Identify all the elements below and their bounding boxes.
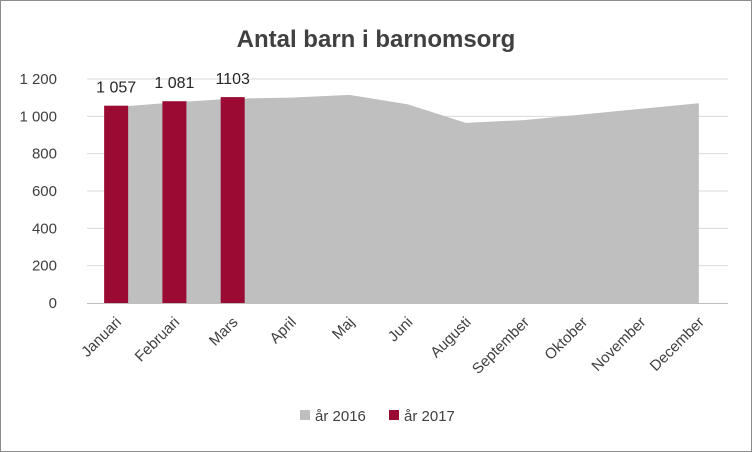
x-tick-label: Februari xyxy=(132,314,184,366)
area-2016 xyxy=(116,94,699,303)
x-tick-label: April xyxy=(267,314,300,347)
legend: år 2016 år 2017 xyxy=(300,408,455,425)
x-tick-label: Oktober xyxy=(541,314,591,364)
legend-label-2016: år 2016 xyxy=(315,408,366,425)
y-tick-label: 200 xyxy=(32,258,57,275)
x-tick-label: Juni xyxy=(385,314,416,345)
y-tick-label: 1 000 xyxy=(19,108,57,125)
y-tick-label: 0 xyxy=(49,295,57,312)
area-series xyxy=(116,94,699,303)
data-labels: 1 057 1 081 1103 xyxy=(96,71,250,97)
x-tick-label: Augusti xyxy=(427,314,474,361)
x-tick-label: September xyxy=(469,314,533,378)
legend-swatch-2016 xyxy=(300,410,310,420)
x-tick-label: Januari xyxy=(78,314,125,361)
x-tick-label: Maj xyxy=(329,314,358,343)
y-tick-label: 1 200 xyxy=(19,71,57,88)
data-label: 1 081 xyxy=(154,75,194,92)
x-tick-label: December xyxy=(647,314,708,375)
x-tick-label: Mars xyxy=(206,314,242,350)
y-tick-label: 600 xyxy=(32,183,57,200)
bar-2017-februari xyxy=(162,101,187,303)
bar-series xyxy=(104,97,245,304)
x-tick-label: November xyxy=(588,314,649,375)
bar-2017-januari xyxy=(104,105,129,304)
legend-label-2017: år 2017 xyxy=(404,408,455,425)
y-tick-label: 400 xyxy=(32,220,57,237)
bar-2017-mars xyxy=(220,97,245,304)
chart-title: Antal barn i barnomsorg xyxy=(237,26,516,53)
legend-swatch-2017 xyxy=(389,410,399,420)
data-label: 1103 xyxy=(215,71,250,88)
data-label: 1 057 xyxy=(96,80,136,97)
y-tick-label: 800 xyxy=(32,146,57,163)
